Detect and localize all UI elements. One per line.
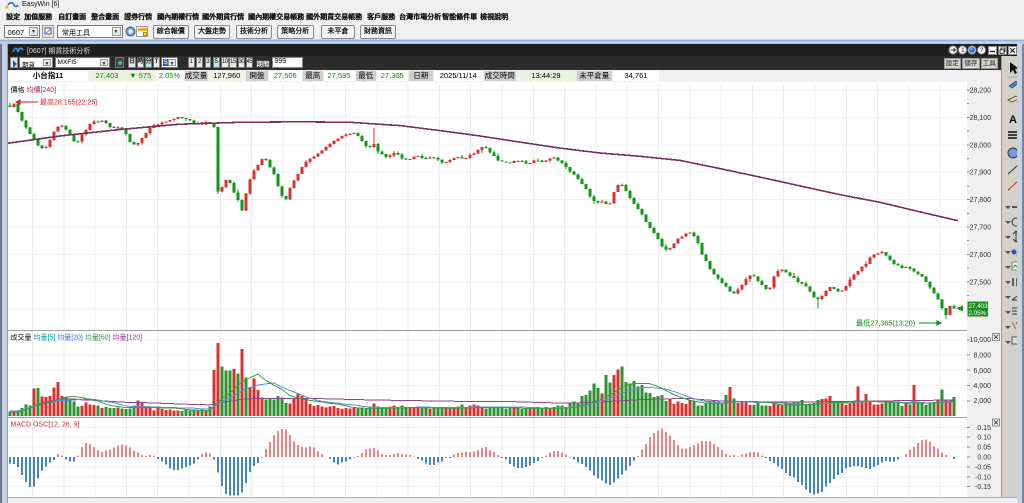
svg-text:27,600: 27,600 [970,251,992,258]
svg-text:27,500: 27,500 [970,279,992,286]
svg-text:-0.10: -0.10 [975,474,991,481]
svg-text:10,000: 10,000 [970,337,992,344]
svg-text:價格 均價[240]: 價格 均價[240] [11,85,57,94]
svg-text:6,000: 6,000 [973,367,991,374]
svg-text:0.05: 0.05 [977,444,991,451]
svg-text:MACD OSC[12, 26, 9]: MACD OSC[12, 26, 9] [11,421,80,428]
svg-text:28,000: 28,000 [970,142,992,149]
svg-text:28,200: 28,200 [970,87,992,94]
svg-text:A: A [1009,114,1017,126]
svg-text:2,000: 2,000 [973,398,991,405]
svg-text:-0.05: -0.05 [975,464,991,471]
svg-text:27,700: 27,700 [970,224,992,231]
svg-text:最低27,365(13:20): 最低27,365(13:20) [856,318,915,327]
svg-text:成交量 均量[5] 均量[20] 均量[60] 均量[120: 成交量 均量[5] 均量[20] 均量[60] 均量[120] [11,332,143,341]
svg-text:28,100: 28,100 [970,114,992,121]
svg-text:-0.15: -0.15 [975,484,991,491]
svg-text:2.05%▼: 2.05%▼ [969,310,993,317]
svg-text:最高28,155(22:25): 最高28,155(22:25) [40,97,98,106]
svg-text:?: ? [980,48,984,54]
svg-text:27,800: 27,800 [970,197,992,204]
svg-text:0.00: 0.00 [977,454,991,461]
svg-text:8,000: 8,000 [973,352,991,359]
svg-text:0.10: 0.10 [977,434,991,441]
svg-text:27,900: 27,900 [970,169,992,176]
svg-text:27,403: 27,403 [969,303,988,310]
svg-text:4,000: 4,000 [973,383,991,390]
svg-text:0.15: 0.15 [977,424,991,431]
svg-text:1: 1 [961,48,965,54]
